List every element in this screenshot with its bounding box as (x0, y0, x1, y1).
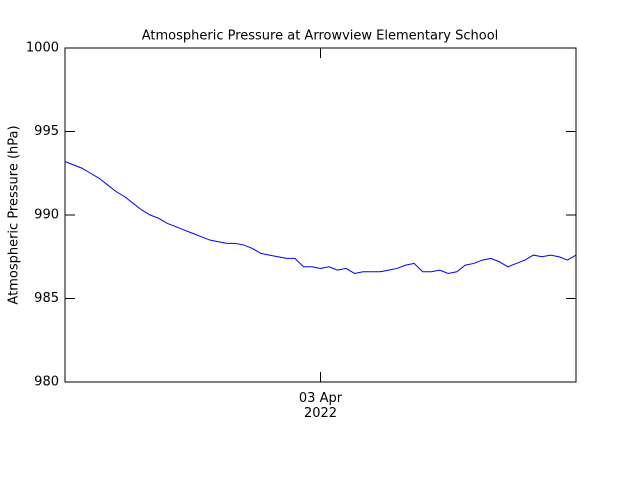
y-axis-label: Atmospheric Pressure (hPa) (7, 125, 22, 304)
y-tick-label: 985 (34, 291, 59, 306)
y-tick-label: 990 (34, 208, 59, 223)
x-tick-label-line: 2022 (304, 406, 337, 421)
y-tick-label: 995 (34, 124, 59, 139)
y-tick-label: 980 (34, 375, 59, 390)
x-tick-label-line: 03 Apr (299, 391, 343, 406)
line (64, 161, 577, 274)
x-tick-label: 03 Apr 2022 (299, 391, 343, 421)
y-tick-label: 1000 (26, 41, 59, 56)
chart-title: Atmospheric Pressure at Arrowview Elemen… (142, 29, 499, 44)
